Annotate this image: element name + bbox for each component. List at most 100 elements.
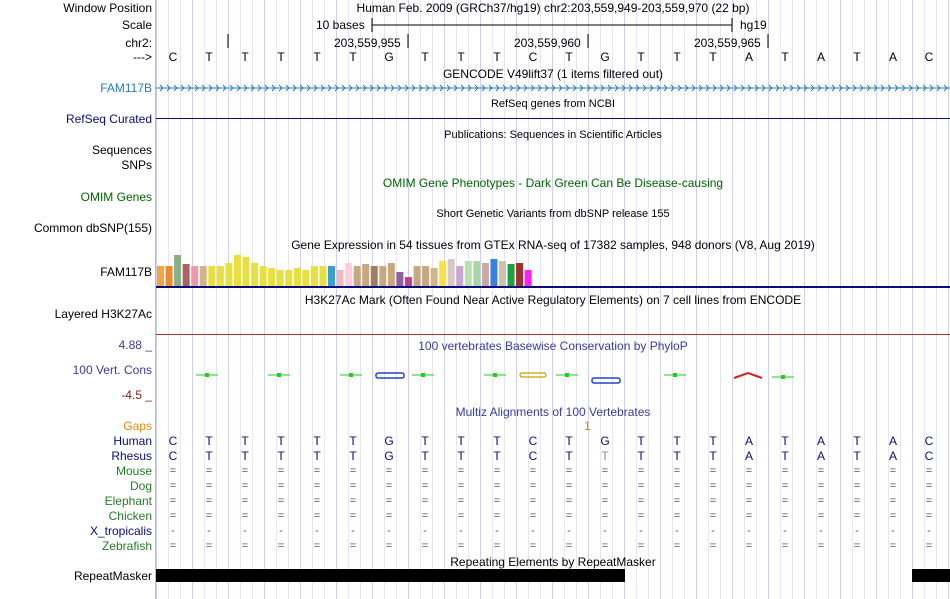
gtex-tissue-bar[interactable] [310, 266, 318, 286]
gtex-tissue-bar[interactable] [439, 261, 447, 286]
gtex-tissue-bar[interactable] [336, 270, 344, 286]
aligned-base: T [493, 449, 501, 463]
species-label-rhesus[interactable]: Rhesus [111, 449, 152, 463]
aligned-match: = [313, 495, 321, 507]
ref-base: T [853, 50, 861, 64]
gtex-tissue-bar[interactable] [293, 268, 301, 286]
cons-track-label[interactable]: 100 Vert. Cons [72, 363, 152, 377]
gtex-tissue-bar[interactable] [456, 266, 464, 286]
aligned-match: = [421, 465, 429, 477]
gtex-tissue-bar[interactable] [191, 266, 199, 286]
cons-phylop-plot[interactable] [156, 365, 950, 387]
gencode-gene-feature[interactable] [156, 82, 950, 94]
gtex-tissue-bar[interactable] [524, 270, 532, 286]
gtex-tissue-bar[interactable] [490, 259, 498, 286]
gtex-tissue-bar[interactable] [379, 266, 387, 286]
aligned-match: = [817, 495, 825, 507]
gtex-tissue-bar[interactable] [276, 270, 284, 286]
ref-base: T [313, 50, 321, 64]
aligned-match: = [385, 540, 393, 552]
aligned-match: = [673, 465, 681, 477]
aligned-match: = [817, 510, 825, 522]
gtex-tissue-bar[interactable] [447, 259, 455, 286]
aligned-match: = [853, 480, 861, 492]
gtex-tissue-bar[interactable] [353, 266, 361, 286]
aligned-match: = [673, 510, 681, 522]
repeat-element-2[interactable] [912, 569, 950, 582]
gtex-tissue-bar[interactable] [268, 268, 276, 286]
species-label-chicken[interactable]: Chicken [108, 509, 152, 523]
sequences-track-label[interactable]: Sequences [91, 143, 152, 157]
aligned-match: = [673, 480, 681, 492]
refseq-track-label[interactable]: RefSeq Curated [65, 112, 152, 126]
species-label-elephant[interactable]: Elephant [104, 494, 152, 508]
gtex-tissue-bar[interactable] [208, 266, 216, 286]
gtex-tissue-bar[interactable] [233, 255, 241, 286]
gtex-expression-bars[interactable] [156, 250, 950, 290]
gtex-track-label[interactable]: FAM117B [100, 265, 152, 279]
gtex-tissue-bar[interactable] [242, 257, 250, 286]
aligned-match: - [855, 525, 859, 537]
h3k27ac-baseline [156, 334, 950, 335]
gtex-tissue-bar[interactable] [430, 268, 438, 286]
gtex-tissue-bar[interactable] [328, 266, 335, 286]
gtex-tissue-bar[interactable] [165, 266, 173, 286]
gtex-tissue-bar[interactable] [362, 264, 370, 286]
ref-base: A [888, 50, 897, 64]
gtex-tissue-bar[interactable] [396, 272, 404, 286]
gtex-tissue-bar[interactable] [174, 255, 182, 286]
aligned-match: = [889, 540, 897, 552]
aligned-match: = [673, 540, 681, 552]
gtex-tissue-bar[interactable] [302, 270, 310, 286]
aligned-match: = [529, 540, 537, 552]
ref-base: T [565, 50, 573, 64]
gtex-tissue-bar[interactable] [259, 266, 267, 286]
species-label-mouse[interactable]: Mouse [115, 464, 152, 478]
gtex-tissue-bar[interactable] [285, 270, 293, 286]
species-label-human[interactable]: Human [113, 434, 152, 448]
species-label-zebrafish[interactable]: Zebrafish [101, 539, 152, 553]
ref-base: T [709, 50, 717, 64]
gtex-tissue-bar[interactable] [387, 263, 395, 286]
aligned-match: = [601, 510, 609, 522]
repeat-element-1[interactable] [156, 569, 625, 582]
aligned-match: = [169, 495, 177, 507]
refseq-gene-feature[interactable] [156, 118, 950, 119]
aligned-match: = [817, 480, 825, 492]
cons-ymin-label: -4.5 _ [121, 388, 152, 402]
aligned-base: T [205, 434, 213, 448]
gtex-tissue-bar[interactable] [464, 261, 472, 286]
aligned-match: = [349, 495, 357, 507]
gtex-tissue-bar[interactable] [157, 266, 164, 286]
gtex-tissue-bar[interactable] [481, 263, 489, 286]
omim-track-title: OMIM Gene Phenotypes - Dark Green Can Be… [382, 176, 724, 190]
dbsnp-track-label[interactable]: Common dbSNP(155) [33, 221, 152, 235]
gtex-tissue-bar[interactable] [404, 277, 412, 286]
gtex-tissue-bar[interactable] [413, 266, 421, 286]
gencode-track-label[interactable]: FAM117B [100, 81, 152, 95]
gtex-tissue-bar[interactable] [182, 264, 190, 286]
omim-track-label[interactable]: OMIM Genes [80, 190, 152, 204]
snps-track-label[interactable]: SNPs [121, 158, 152, 172]
gtex-tissue-bar[interactable] [225, 263, 233, 286]
ref-base: C [168, 50, 178, 64]
aligned-match: = [205, 510, 213, 522]
gtex-tissue-bar[interactable] [507, 264, 515, 286]
gtex-tissue-bar[interactable] [473, 261, 481, 286]
repeatmasker-track-label[interactable]: RepeatMasker [73, 569, 152, 583]
base-grid-lines [156, 0, 950, 599]
gtex-tissue-bar[interactable] [216, 266, 224, 286]
gtex-tissue-bar[interactable] [251, 263, 259, 286]
gtex-tissue-bar[interactable] [345, 263, 353, 286]
gtex-tissue-bar[interactable] [516, 263, 524, 286]
gtex-tissue-bar[interactable] [499, 261, 506, 286]
gtex-tissue-bar[interactable] [319, 266, 327, 286]
gtex-tissue-bar[interactable] [370, 266, 378, 286]
species-label-dog[interactable]: Dog [129, 479, 152, 493]
gtex-tissue-bar[interactable] [199, 266, 207, 286]
aligned-match: = [241, 510, 249, 522]
aligned-match: - [243, 525, 247, 537]
species-label-x-tropicalis[interactable]: X_tropicalis [89, 524, 152, 538]
gtex-tissue-bar[interactable] [422, 266, 430, 286]
h3k27ac-track-label[interactable]: Layered H3K27Ac [54, 307, 152, 321]
